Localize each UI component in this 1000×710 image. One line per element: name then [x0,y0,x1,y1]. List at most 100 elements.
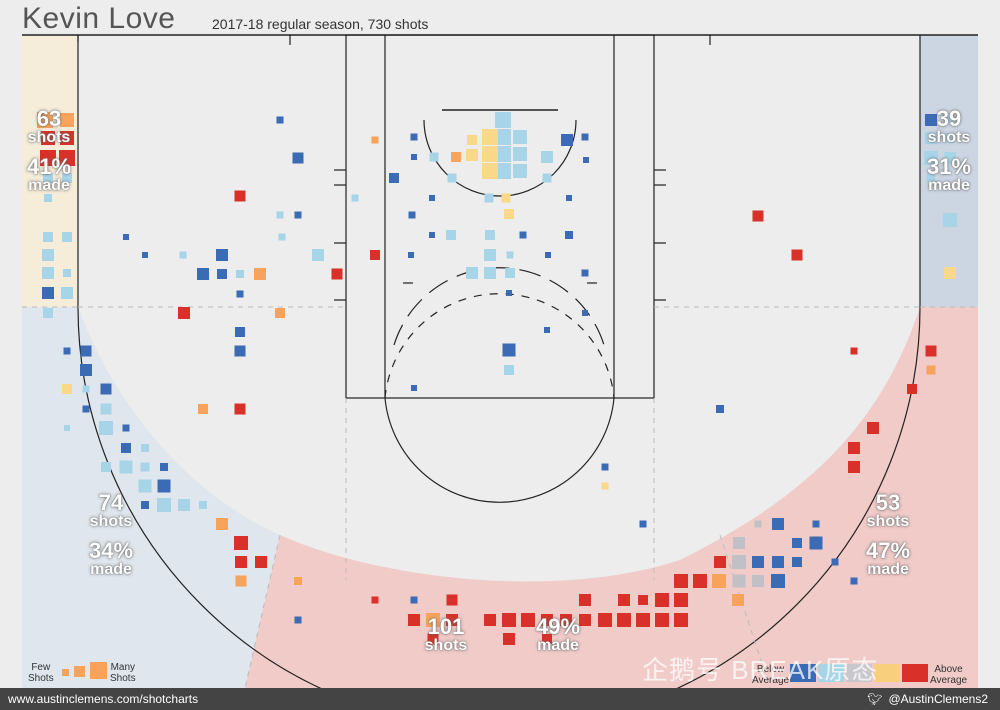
shot-mark-143 [655,613,669,627]
shot-mark-63 [236,270,244,278]
shot-mark-118 [235,575,247,587]
zone-right-corner [920,35,978,307]
shot-mark-128 [502,613,516,627]
shot-mark-113 [199,501,207,509]
shot-mark-111 [178,499,190,511]
page-title: Kevin Love [22,2,176,35]
shot-mark-172 [850,347,858,355]
shot-mark-109 [157,479,171,493]
shot-mark-95 [82,385,90,393]
shot-mark-28 [519,231,527,239]
twitter-handle-text: @AustinClemens2 [888,692,988,706]
shot-mark-83 [43,232,53,242]
shot-mark-75 [60,113,74,127]
shot-mark-126 [446,614,458,626]
shot-mark-185 [926,173,936,183]
shot-mark-47 [411,385,417,391]
zone-stat-top-key-pct: 49% made [535,614,581,654]
shot-mark-121 [294,616,302,624]
shot-mark-106 [140,462,150,472]
shot-mark-67 [236,290,244,298]
watermark-text: 企鹅号 BREAK原态 [642,655,879,685]
shot-mark-110 [157,498,171,512]
legend-color-swatch-0 [790,664,816,682]
shot-mark-43 [582,310,588,316]
shot-mark-5 [513,147,527,161]
shot-mark-97 [100,403,112,415]
shot-mark-1 [495,129,511,145]
shot-mark-164 [831,558,839,566]
legend-many-label: Many Shots [110,662,136,684]
shot-mark-55 [294,211,302,219]
legend-color-swatch-1 [818,664,844,682]
shot-mark-181 [925,132,937,144]
shot-mark-29 [408,211,416,219]
shot-mark-127 [484,614,496,626]
shot-mark-70 [235,327,245,337]
shot-mark-138 [674,593,688,607]
shot-mark-58 [331,268,343,280]
shot-mark-150 [714,556,726,568]
shot-mark-24 [484,193,494,203]
shot-mark-141 [617,613,631,627]
chart-subtitle: 2017-18 regular season, 730 shots [212,16,429,32]
shot-mark-88 [42,287,54,299]
shot-mark-183 [924,151,938,165]
shot-mark-157 [792,557,802,567]
shot-mark-13 [429,152,439,162]
shot-mark-69 [275,308,285,318]
shot-mark-154 [732,574,746,588]
legend-color-scale [790,664,928,682]
shot-mark-122 [410,596,418,604]
shot-mark-81 [62,173,72,183]
shot-mark-31 [566,195,572,201]
shot-mark-15 [561,134,573,146]
shot-mark-33 [565,231,573,239]
shot-mark-72 [198,404,208,414]
shot-mark-159 [754,520,762,528]
shot-mark-53 [234,190,246,202]
shot-mark-108 [138,479,152,493]
zone-stat-left-wing: 74 shots 34% made [88,490,134,578]
shot-mark-65 [142,252,148,258]
shot-mark-139 [579,614,591,626]
shot-mark-44 [544,327,550,333]
shot-mark-91 [63,347,71,355]
shot-mark-93 [80,364,92,376]
shot-mark-78 [40,150,56,166]
zone-right-wing [245,307,978,688]
shot-mark-34 [484,249,496,261]
shot-mark-9 [482,163,498,179]
shot-mark-35 [506,251,514,259]
shot-mark-173 [925,345,937,357]
shot-mark-161 [792,538,802,548]
shot-mark-129 [521,613,535,627]
footer-twitter-handle[interactable]: 🐦︎ @AustinClemens2 [867,692,988,706]
shot-mark-114 [216,518,228,530]
shot-mark-45 [502,343,516,357]
shot-mark-116 [235,556,247,568]
shot-mark-62 [254,268,266,280]
shot-mark-101 [122,424,130,432]
shot-mark-120 [371,596,379,604]
shot-mark-87 [63,269,71,277]
shot-mark-84 [62,232,72,242]
shot-mark-187 [944,267,956,279]
shot-mark-137 [655,593,669,607]
shot-mark-123 [446,594,458,606]
shot-marks [37,112,957,645]
zone-backgrounds [22,35,978,688]
shot-mark-17 [447,173,457,183]
zone-stat-left-corner: 63 shots 41% made [26,106,72,194]
shot-mark-142 [636,613,650,627]
legend-few-label: Few Shots [28,662,54,684]
shot-mark-166 [639,520,647,528]
zone-stat-right-wing: 53 shots 47% made [865,490,911,578]
shot-mark-71 [234,345,246,357]
zone-left-wing [22,307,280,688]
shot-mark-46 [504,365,514,375]
shot-mark-169 [716,405,724,413]
footer-website-link[interactable]: www.austinclemens.com/shotcharts [8,692,199,706]
shot-mark-68 [178,307,190,319]
shot-mark-76 [41,131,55,145]
